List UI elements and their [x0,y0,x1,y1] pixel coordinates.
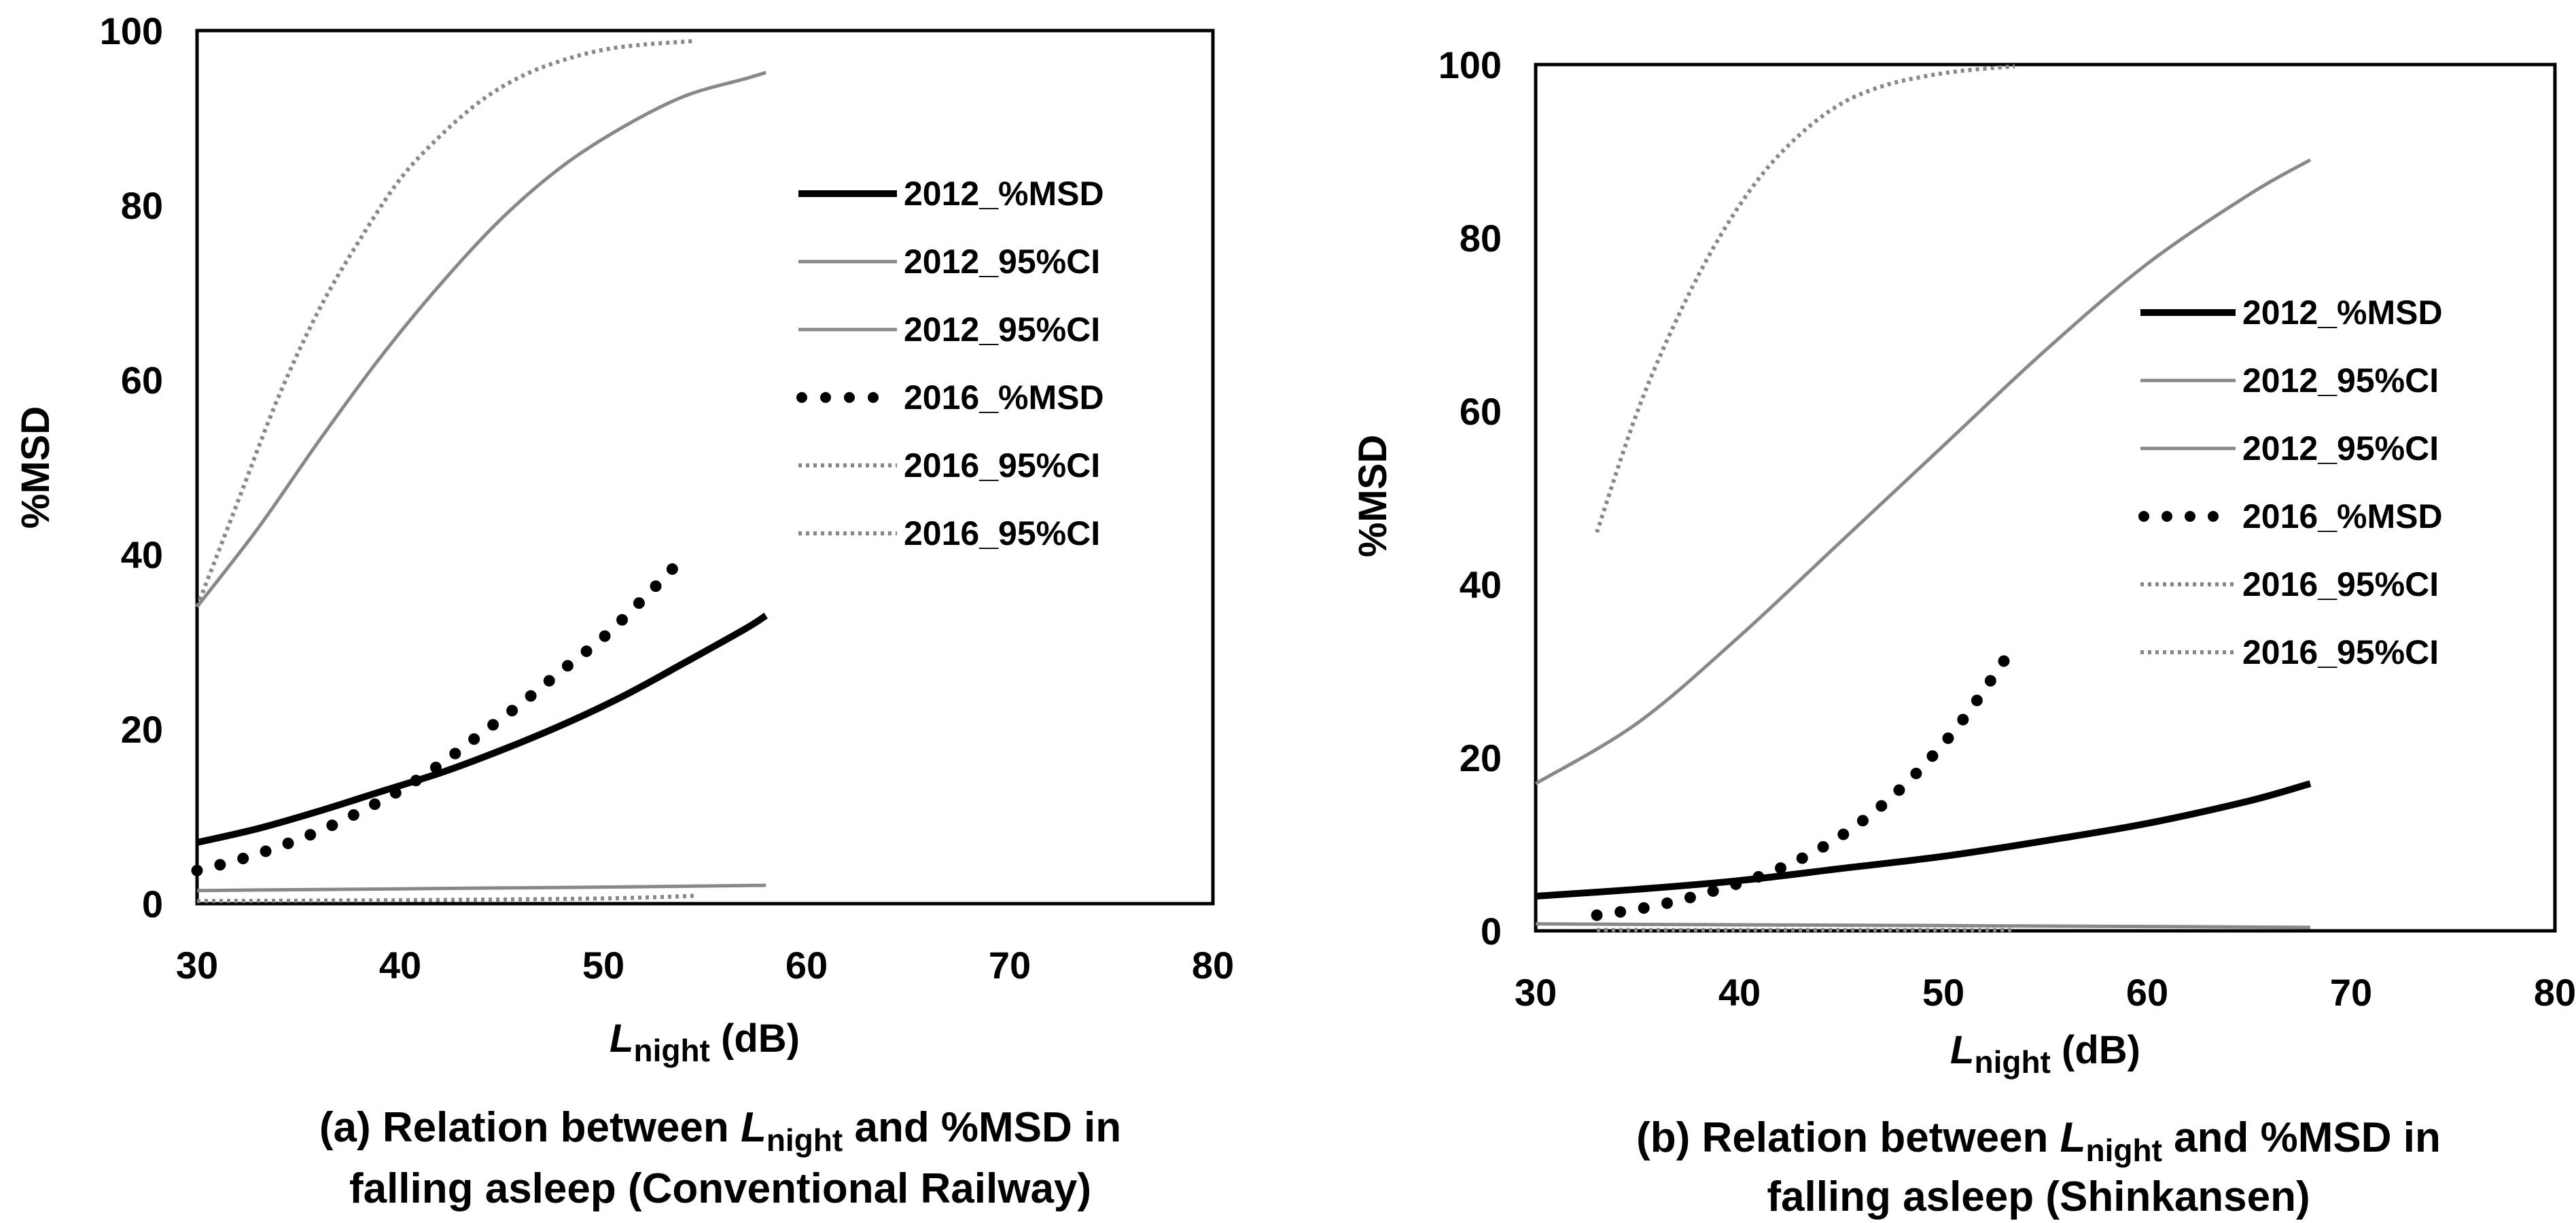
x-tick-label: 50 [582,944,624,987]
y-axis-title-a: %MSD [14,406,58,529]
x-tick-label: 30 [1515,971,1557,1014]
legend-label: 2016_95%CI [2242,633,2439,671]
legend-label: 2012_95%CI [904,243,1100,281]
legend-label: 2016_%MSD [2242,497,2443,535]
x-axis-title-b: Lnight (dB) [1950,1028,2140,1080]
caption-text: (b) Relation between [1636,1114,2060,1161]
chart-panel-a: 30 40 50 60 70 80 0 20 40 60 80 100 %MSD… [14,10,1234,1212]
series-line-2012-95-ci-1 [196,71,766,608]
x-ticks-b: 30 40 50 60 70 80 [1515,971,2576,1014]
y-tick-label: 100 [100,10,163,52]
legend-b: 2012_%MSD 2012_95%CI 2012_95%CI 2016_%MS… [2138,294,2443,671]
y-ticks-a: 0 20 40 60 80 100 [100,10,163,925]
legend-label: 2016_95%CI [904,446,1100,484]
x-tick-label: 80 [2534,971,2576,1014]
series-lines-b [1534,64,2312,932]
caption-line1-a: (a) Relation between Lnight and %MSD in [319,1104,1121,1158]
x-ticks-a: 30 40 50 60 70 80 [176,944,1234,987]
series-line-2012-95-ci-2 [1535,922,2311,929]
series-line-2016-msd-3 [1591,645,2017,921]
y-tick-label: 40 [121,533,163,576]
series-line-2016-95-ci-4 [195,39,695,608]
legend-label: 2016_95%CI [904,514,1100,552]
x-tick-label: 40 [1718,971,1761,1014]
caption-variable: L [2060,1114,2086,1161]
y-tick-label: 0 [142,883,163,925]
y-tick-label: 80 [121,184,163,227]
plot-area-a [195,29,1215,906]
x-tick-label: 40 [379,944,421,987]
series-line-2012-95-ci-2 [196,883,766,893]
x-tick-label: 60 [786,944,828,987]
series-line-2016-msd-3 [191,550,691,876]
y-axis-title-b: %MSD [1351,435,1395,557]
x-axis-subscript: night [633,1033,709,1068]
caption-line2-b: falling asleep (Shinkansen) [1767,1173,2310,1220]
x-tick-label: 70 [989,944,1031,987]
y-ticks-b: 0 20 40 60 80 100 [1439,43,1502,953]
legend-label: 2012_95%CI [904,311,1100,349]
series-line-2012-msd-0 [196,612,768,846]
caption-subscript: night [766,1122,843,1158]
legend-label: 2012_%MSD [904,175,1104,213]
x-axis-variable: L [610,1016,633,1061]
caption-text: (a) Relation between [319,1104,741,1151]
caption-text: and %MSD in [2162,1114,2441,1161]
series-line-2012-msd-0 [1535,780,2312,900]
caption-line1-b: (b) Relation between Lnight and %MSD in [1636,1114,2441,1168]
caption-variable: L [741,1104,766,1151]
y-tick-label: 20 [1460,737,1502,779]
x-tick-label: 80 [1192,944,1234,987]
series-line-2012-95-ci-1 [1534,158,2312,785]
legend-label: 2016_%MSD [904,378,1104,416]
x-tick-label: 30 [176,944,218,987]
legend-label: 2016_95%CI [2242,565,2439,603]
caption-text: and %MSD in [843,1104,1121,1151]
x-axis-title-a: Lnight (dB) [610,1016,800,1068]
y-tick-label: 20 [121,708,163,751]
caption-line2-a: falling asleep (Conventional Railway) [349,1165,1091,1212]
x-tick-label: 50 [1922,971,1964,1014]
y-tick-label: 60 [1460,390,1502,433]
plot-area-b [1534,63,2557,933]
x-axis-subscript: night [1974,1044,2050,1080]
x-axis-unit: (dB) [2051,1028,2140,1072]
x-axis-variable: L [1950,1028,1974,1072]
caption-subscript: night [2086,1133,2162,1168]
series-line-2016-95-ci-4 [1595,64,2015,533]
y-tick-label: 100 [1439,43,1502,86]
legend-label: 2012_95%CI [2242,361,2439,400]
series-lines-a [191,39,768,904]
y-tick-label: 0 [1481,910,1502,953]
legend-a: 2012_%MSD 2012_95%CI 2012_95%CI 2016_%MS… [796,175,1104,552]
x-tick-label: 70 [2330,971,2372,1014]
series-line-2016-95-ci-5 [196,893,695,904]
chart-panel-b: 30 40 50 60 70 80 0 20 40 60 80 100 %MSD… [1351,43,2576,1220]
y-tick-label: 40 [1460,563,1502,606]
x-tick-label: 60 [2126,971,2168,1014]
x-axis-unit: (dB) [710,1016,800,1061]
legend-label: 2012_%MSD [2242,294,2443,332]
legend-label: 2012_95%CI [2242,429,2439,467]
y-tick-label: 80 [1460,217,1502,260]
y-tick-label: 60 [121,359,163,402]
